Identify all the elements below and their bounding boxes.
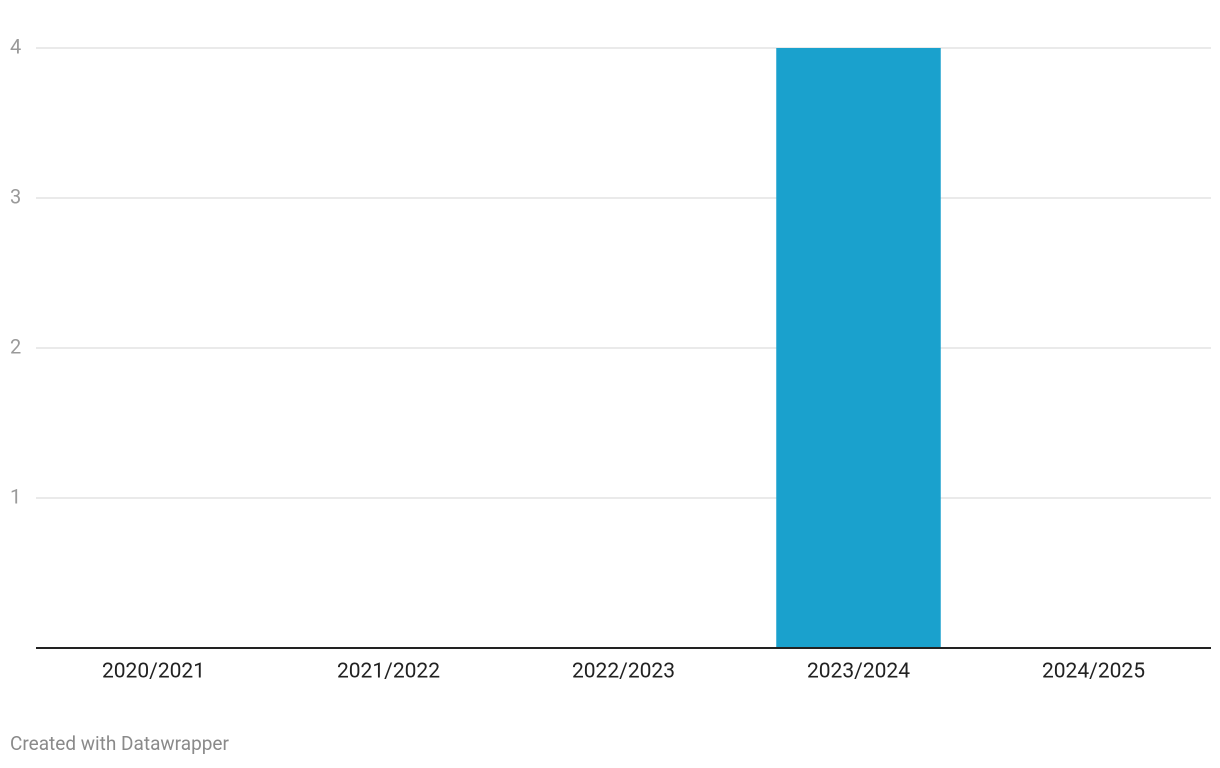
- x-tick-label: 2021/2022: [337, 660, 440, 684]
- bar: [776, 48, 941, 648]
- y-tick-label: 3: [10, 184, 21, 208]
- x-tick-label: 2022/2023: [572, 660, 675, 684]
- x-tick-label: 2024/2025: [1042, 660, 1145, 684]
- y-tick-label: 1: [10, 484, 21, 508]
- y-tick-label: 2: [10, 334, 21, 358]
- credit: Created with Datawrapper: [10, 732, 229, 755]
- x-tick-label: 2020/2021: [102, 660, 205, 684]
- y-tick-label: 4: [10, 34, 21, 58]
- x-tick-label: 2023/2024: [807, 660, 910, 684]
